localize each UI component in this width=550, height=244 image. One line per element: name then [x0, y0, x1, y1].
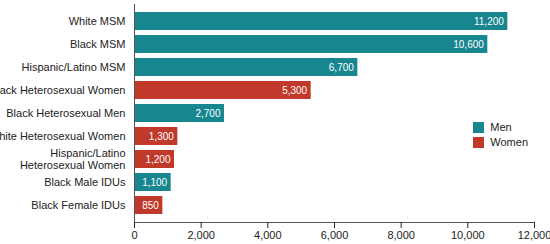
svg-text:Black Male IDUs: Black Male IDUs [44, 176, 126, 188]
svg-text:1,300: 1,300 [149, 131, 174, 142]
svg-text:Black Female IDUs: Black Female IDUs [31, 199, 126, 211]
svg-text:2,700: 2,700 [195, 108, 220, 119]
svg-text:10,600: 10,600 [453, 39, 484, 50]
svg-text:White MSM: White MSM [69, 15, 126, 27]
svg-text:0: 0 [131, 229, 137, 241]
svg-text:Black Heterosexual Men: Black Heterosexual Men [6, 107, 125, 119]
svg-text:1,200: 1,200 [145, 154, 170, 165]
svg-text:6,000: 6,000 [321, 229, 349, 241]
svg-text:2,000: 2,000 [187, 229, 215, 241]
svg-text:8,000: 8,000 [387, 229, 415, 241]
html-text:Women: Women [490, 136, 528, 148]
svg-text:Black Heterosexual Women: Black Heterosexual Women [0, 84, 126, 96]
svg-text:Hispanic/Latino MSM: Hispanic/Latino MSM [22, 61, 126, 73]
svg-text:5,300: 5,300 [282, 85, 307, 96]
svg-text:11,200: 11,200 [474, 16, 504, 27]
svg-text:1,100: 1,100 [142, 177, 167, 188]
svg-text:White Heterosexual Women: White Heterosexual Women [0, 130, 126, 142]
svg-text:Black MSM: Black MSM [70, 38, 126, 50]
svg-text:850: 850 [142, 200, 159, 211]
html-text:Men: Men [490, 121, 512, 133]
svg-text:10,000: 10,000 [451, 229, 485, 241]
svg-text:12,000: 12,000 [518, 229, 550, 241]
svg-text:4,000: 4,000 [254, 229, 282, 241]
svg-text:Hispanic/LatinoHeterosexual Wo: Hispanic/LatinoHeterosexual Women [20, 147, 126, 171]
svg-text:6,700: 6,700 [329, 62, 354, 73]
